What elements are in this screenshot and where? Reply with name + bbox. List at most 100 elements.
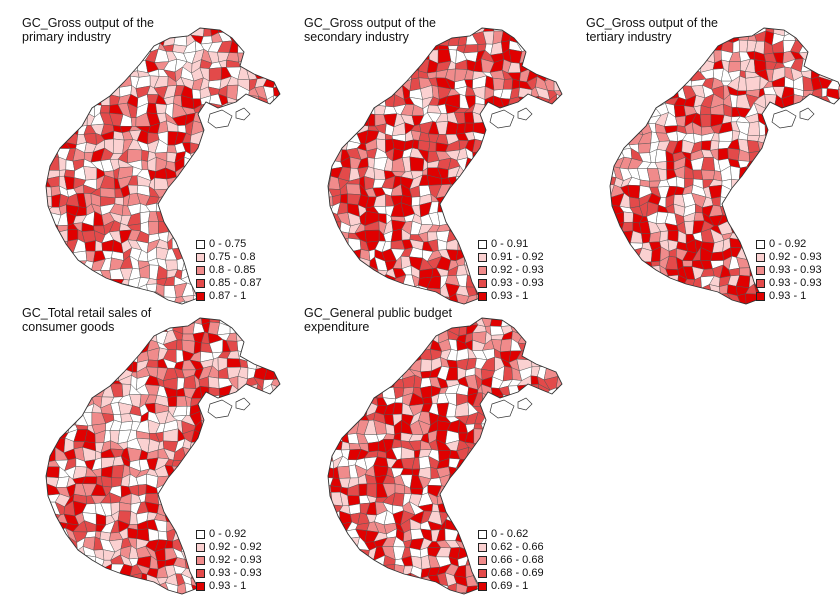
county (613, 302, 623, 304)
county (381, 60, 397, 70)
county (311, 135, 320, 139)
county (30, 122, 42, 135)
county (564, 161, 572, 172)
county (592, 87, 607, 96)
county (46, 113, 51, 125)
county (64, 70, 74, 81)
county (454, 224, 466, 236)
county (500, 149, 514, 162)
county (593, 124, 603, 134)
county (762, 185, 774, 198)
county (291, 522, 292, 531)
county (59, 564, 69, 577)
county (290, 122, 293, 134)
county (244, 177, 259, 191)
county (102, 340, 114, 353)
county (802, 220, 813, 235)
county (647, 79, 658, 90)
county (611, 130, 625, 146)
county (636, 303, 649, 304)
county (83, 93, 96, 109)
county (46, 139, 48, 154)
county (695, 292, 706, 304)
county (304, 343, 315, 349)
county (255, 168, 268, 181)
county (289, 339, 292, 351)
county (271, 142, 280, 155)
county (453, 214, 466, 226)
county (744, 243, 757, 254)
county (345, 79, 358, 88)
county (279, 283, 280, 296)
enclave-outline (489, 109, 515, 129)
county (283, 275, 292, 284)
county (782, 166, 796, 181)
county (31, 275, 43, 288)
county (566, 139, 574, 153)
county (56, 575, 69, 586)
county (202, 147, 215, 163)
county (238, 177, 248, 187)
county (311, 360, 325, 371)
county (218, 483, 230, 495)
county (173, 215, 187, 227)
county (248, 206, 259, 216)
county (208, 387, 220, 397)
county (499, 338, 512, 353)
county (184, 521, 197, 533)
county (289, 411, 292, 425)
county (367, 339, 379, 350)
county (677, 285, 688, 297)
county (328, 51, 335, 64)
county (332, 370, 341, 377)
county (48, 294, 62, 304)
county (155, 591, 170, 594)
county (279, 292, 280, 304)
county (566, 23, 574, 35)
county (271, 214, 280, 223)
county (376, 348, 388, 358)
county (102, 593, 113, 594)
county (284, 378, 292, 389)
county (140, 592, 152, 594)
county (412, 139, 420, 150)
legend-item: 0.85 - 0.87 (196, 277, 262, 290)
county (596, 287, 604, 298)
county (492, 77, 505, 91)
county (74, 591, 88, 594)
county (235, 448, 249, 460)
county (126, 342, 142, 355)
county (554, 121, 562, 137)
county (628, 284, 643, 297)
county (593, 60, 607, 68)
county (29, 59, 40, 73)
county (618, 98, 632, 109)
county (289, 483, 292, 496)
county (502, 165, 512, 181)
county (593, 301, 605, 306)
county (271, 105, 280, 116)
county (59, 84, 70, 100)
county (240, 165, 248, 179)
county (692, 51, 702, 63)
county (263, 513, 274, 525)
county (771, 192, 787, 209)
county (22, 185, 30, 197)
county (558, 283, 562, 296)
county (175, 176, 187, 187)
county (621, 120, 631, 134)
county (758, 184, 770, 198)
county (572, 58, 574, 73)
county (587, 212, 594, 226)
county (586, 168, 594, 180)
county (571, 283, 574, 295)
county (262, 49, 274, 64)
county (328, 273, 334, 290)
county (771, 184, 785, 196)
county (332, 283, 343, 298)
county (618, 267, 629, 277)
county (190, 196, 206, 208)
county (56, 376, 71, 390)
legend-label: 0 - 0.75 (209, 238, 247, 250)
county (202, 159, 215, 173)
